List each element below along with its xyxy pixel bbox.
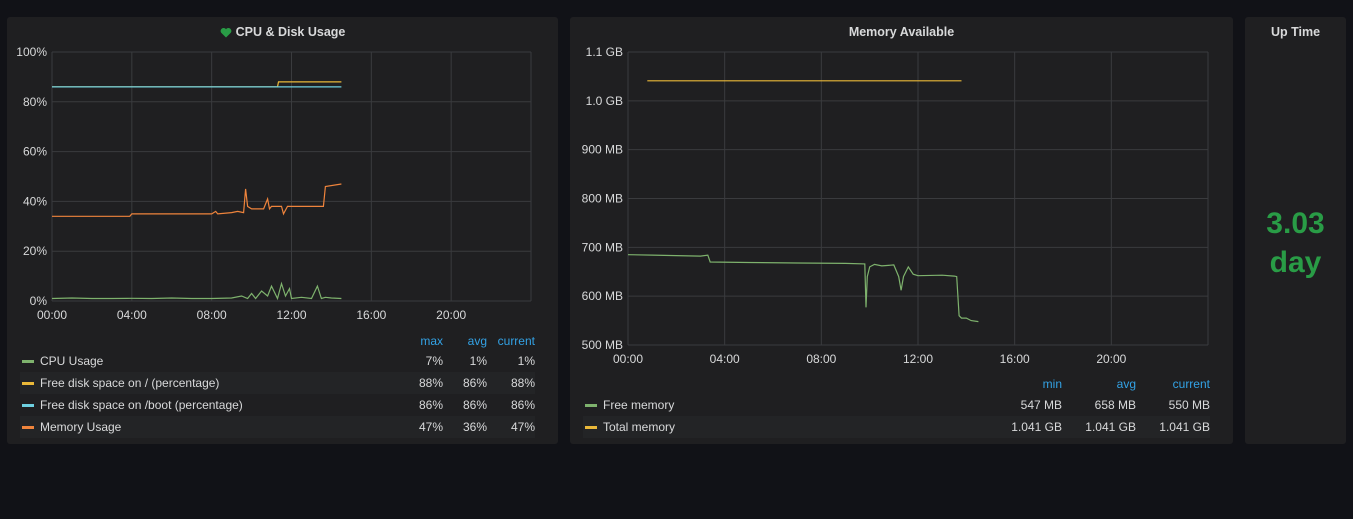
legend-current: 550 MB (1168, 398, 1210, 412)
series-color-swatch[interactable] (585, 404, 597, 407)
legend-min: 1.041 GB (1011, 420, 1062, 434)
legend-current: 47% (510, 420, 535, 434)
panel-title[interactable]: CPU & Disk Usage (7, 25, 558, 39)
legend-series-name: Free disk space on /boot (percentage) (40, 398, 243, 412)
y-tick-label: 40% (23, 194, 47, 208)
legend-item-memory-usage[interactable]: Memory Usage 47% 36% 47% (20, 416, 535, 438)
x-tick-label: 00:00 (613, 352, 643, 366)
series-color-swatch[interactable] (22, 404, 34, 407)
legend-max: 7% (425, 354, 443, 368)
legend-header-current[interactable]: current (1172, 377, 1210, 391)
legend-header-max[interactable]: max (420, 334, 443, 348)
y-tick-label: 100% (16, 45, 47, 59)
y-tick-label: 1.1 GB (586, 45, 623, 59)
x-tick-label: 16:00 (1000, 352, 1030, 366)
legend-current: 1% (517, 354, 535, 368)
uptime-value: 3.03 (1266, 207, 1325, 240)
x-tick-label: 08:00 (197, 308, 227, 322)
legend-current: 88% (510, 376, 535, 390)
x-tick-label: 20:00 (1096, 352, 1126, 366)
legend-avg: 658 MB (1094, 398, 1136, 412)
series-line-free-memory (627, 254, 979, 323)
y-tick-label: 1.0 GB (586, 94, 623, 108)
y-tick-label: 500 MB (582, 338, 623, 352)
legend-avg: 36% (462, 420, 487, 434)
x-tick-label: 04:00 (710, 352, 740, 366)
panel-title[interactable]: Up Time (1245, 25, 1346, 39)
legend-avg: 1% (469, 354, 487, 368)
legend-item-free-disk-root[interactable]: Free disk space on / (percentage) 88% 86… (20, 372, 535, 394)
panel-title-text: Up Time (1270, 25, 1321, 39)
legend-item-free-memory[interactable]: Free memory 547 MB 658 MB 550 MB (583, 394, 1210, 416)
memory-chart[interactable]: 500 MB 600 MB 700 MB 800 MB 900 MB 1.0 GB 1.1 … (570, 17, 1233, 377)
legend-current: 1.041 GB (1159, 420, 1210, 434)
y-tick-label: 600 MB (582, 289, 623, 303)
legend-series-name: Free disk space on / (percentage) (40, 376, 220, 390)
y-tick-label: 20% (23, 244, 47, 258)
panel-title-text: Memory Available (848, 25, 955, 39)
legend-header: min avg current (583, 377, 1210, 395)
series-color-swatch[interactable] (585, 426, 597, 429)
y-tick-label: 80% (23, 95, 47, 109)
legend-table: min avg current Free memory 547 MB 658 M… (583, 375, 1210, 441)
legend-avg: 86% (462, 398, 487, 412)
legend-max: 86% (418, 398, 443, 412)
uptime-unit: day (1269, 246, 1322, 279)
legend-item-cpu-usage[interactable]: CPU Usage 7% 1% 1% (20, 350, 535, 372)
series-color-swatch[interactable] (22, 360, 34, 363)
series-line-free-disk-space-on-percentage (52, 81, 342, 88)
uptime-panel: Up Time 3.03 day (1245, 17, 1346, 444)
heart-icon (220, 28, 232, 38)
x-tick-label: 08:00 (806, 352, 836, 366)
panel-title-text: CPU & Disk Usage (235, 25, 346, 39)
y-tick-label: 900 MB (582, 143, 623, 157)
legend-series-name: Memory Usage (40, 420, 122, 434)
y-tick-label: 0% (30, 294, 48, 308)
series-color-swatch[interactable] (22, 426, 34, 429)
x-tick-label: 20:00 (436, 308, 466, 322)
legend-header-current[interactable]: current (497, 334, 535, 348)
x-tick-label: 04:00 (117, 308, 147, 322)
panel-title[interactable]: Memory Available (570, 25, 1233, 39)
series-color-swatch[interactable] (22, 382, 34, 385)
legend-header: max avg current (20, 334, 535, 352)
x-tick-label: 16:00 (356, 308, 386, 322)
legend-item-free-disk-boot[interactable]: Free disk space on /boot (percentage) 86… (20, 394, 535, 416)
x-tick-label: 12:00 (903, 352, 933, 366)
legend-table: max avg current CPU Usage 7% 1% 1% Free … (20, 332, 535, 442)
series-line-cpu-usage (51, 281, 342, 301)
legend-max: 47% (418, 420, 443, 434)
y-tick-label: 60% (23, 145, 47, 159)
series-line-memory-usage (52, 183, 342, 217)
legend-min: 547 MB (1020, 398, 1062, 412)
legend-series-name: CPU Usage (40, 354, 104, 368)
legend-item-total-memory[interactable]: Total memory 1.041 GB 1.041 GB 1.041 GB (583, 416, 1210, 438)
y-tick-label: 700 MB (582, 240, 623, 254)
cpu-disk-chart[interactable]: 0% 20% 40% 60% 80% 100% 00:00 04:00 08:00 12:00 16… (7, 17, 558, 337)
y-tick-label: 800 MB (582, 192, 623, 206)
legend-max: 88% (418, 376, 443, 390)
memory-available-panel: Memory Available 500 MB 600 MB 700 MB 800 M… (570, 17, 1233, 444)
legend-series-name: Free memory (603, 398, 675, 412)
legend-header-min[interactable]: min (1042, 377, 1062, 391)
legend-current: 86% (510, 398, 535, 412)
legend-avg: 1.041 GB (1085, 420, 1136, 434)
legend-series-name: Total memory (603, 420, 676, 434)
legend-avg: 86% (462, 376, 487, 390)
x-tick-label: 12:00 (276, 308, 306, 322)
legend-header-avg[interactable]: avg (1116, 377, 1136, 391)
cpu-disk-usage-panel: CPU & Disk Usage 0% 20% 40% 60% 80% 100% 00:00… (7, 17, 558, 444)
legend-header-avg[interactable]: avg (467, 334, 487, 348)
x-tick-label: 00:00 (37, 308, 67, 322)
